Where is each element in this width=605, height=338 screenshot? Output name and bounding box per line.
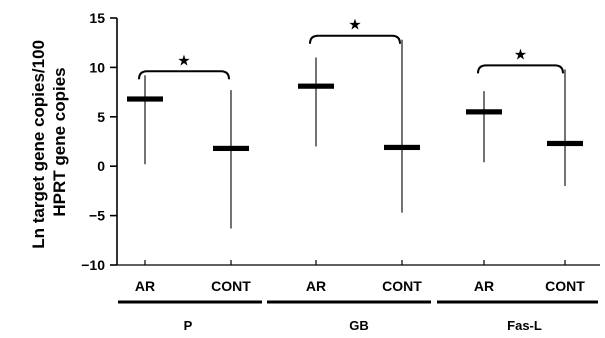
y-tick-label: 15 [89, 10, 105, 26]
significance-bracket [478, 65, 563, 73]
significance-bracket [310, 36, 400, 44]
group-label: Fas-L [507, 318, 542, 333]
median-bar-gb-ar [298, 84, 334, 89]
median-bar-p-cont [213, 146, 249, 151]
y-axis-label-line-2: HPRT gene copies [50, 67, 69, 216]
group-label: P [184, 318, 193, 333]
median-bar-p-ar [127, 96, 163, 101]
group-label: GB [349, 318, 369, 333]
median-bar-fas-l-cont [547, 141, 583, 146]
category-label: CONT [382, 278, 422, 294]
y-tick-label: 0 [97, 158, 105, 174]
category-label: CONT [211, 278, 251, 294]
category-label: AR [474, 278, 494, 294]
y-tick-label: 5 [97, 109, 105, 125]
significance-star: ★ [514, 45, 527, 63]
significance-bracket [139, 71, 229, 79]
significance-star: ★ [177, 51, 190, 69]
category-label: AR [306, 278, 326, 294]
marks-layer [127, 36, 583, 229]
y-axis-label-line-1: Ln target gene copies/100 [29, 40, 48, 249]
labels-layer: 15 10 5 0 −5 −10 AR CONT ★ P AR CONT ★ GB AR CONT ★ Fas-L [81, 10, 585, 333]
median-bar-gb-cont [384, 145, 420, 150]
category-label: CONT [545, 278, 585, 294]
y-tick-label: −5 [89, 208, 105, 224]
y-tick-label: 10 [89, 59, 105, 75]
significance-star: ★ [348, 16, 361, 34]
y-axis-label: Ln target gene copies/100 HPRT gene copi… [29, 35, 69, 249]
category-label: AR [135, 278, 155, 294]
median-bar-fas-l-ar [466, 109, 502, 114]
y-tick-label: −10 [81, 257, 105, 273]
